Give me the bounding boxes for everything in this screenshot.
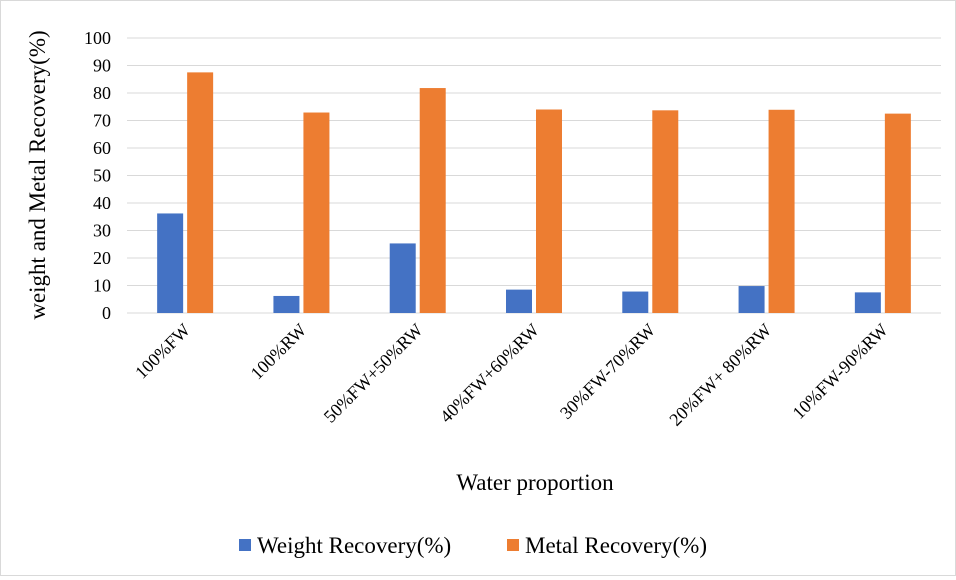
gridlines [127, 37, 941, 314]
bar-weight-recovery [389, 243, 416, 313]
bar-metal-recovery [303, 112, 330, 314]
legend-swatch-metal-recovery [507, 539, 519, 551]
x-category-label: 100%RW [247, 320, 311, 384]
bars [157, 72, 911, 314]
x-axis-labels: 100%FW 100%RW 50%FW+50%RW 40%FW+60%RW 30%FW-… [131, 320, 892, 430]
bar-weight-recovery [273, 295, 300, 313]
bar-metal-recovery [652, 110, 679, 313]
bar-metal-recovery [187, 72, 214, 313]
legend-label-weight-recovery: Weight Recovery(%) [257, 533, 451, 558]
bar-weight-recovery [854, 292, 881, 313]
x-category-label: 10%FW-90%RW [788, 320, 891, 423]
bar-metal-recovery [536, 109, 562, 313]
bar-weight-recovery [157, 213, 184, 313]
y-tick-label: 30 [93, 221, 111, 241]
y-axis-title: weight and Metal Recovery(%) [25, 30, 50, 319]
bar-weight-recovery [506, 289, 532, 313]
y-tick-label: 10 [93, 276, 111, 296]
y-tick-label: 100 [84, 28, 111, 48]
legend-label-metal-recovery: Metal Recovery(%) [525, 533, 707, 558]
y-tick-label: 40 [93, 193, 111, 213]
legend: Weight Recovery(%) Metal Recovery(%) [239, 533, 707, 558]
x-category-label: 50%FW+50%RW [320, 320, 427, 427]
x-category-label: 100%FW [131, 320, 194, 383]
x-category-label: 30%FW-70%RW [556, 320, 659, 423]
y-tick-label: 0 [102, 303, 111, 323]
y-tick-label: 20 [93, 248, 111, 268]
bar-weight-recovery [738, 286, 765, 313]
x-axis-title: Water proportion [456, 470, 614, 495]
y-tick-label: 70 [93, 111, 111, 131]
x-category-label: 40%FW+60%RW [436, 320, 543, 427]
y-axis-ticks: 0 10 20 30 40 50 60 70 80 90 100 [84, 28, 111, 323]
legend-swatch-weight-recovery [239, 539, 251, 551]
bar-weight-recovery [622, 291, 649, 313]
bar-metal-recovery [419, 88, 446, 313]
y-tick-label: 50 [93, 166, 111, 186]
y-tick-label: 60 [93, 138, 111, 158]
bar-metal-recovery [884, 113, 911, 313]
bar-metal-recovery [768, 109, 795, 314]
x-category-label: 20%FW+ 80%RW [665, 320, 775, 430]
y-tick-label: 90 [93, 56, 111, 76]
y-tick-label: 80 [93, 83, 111, 103]
